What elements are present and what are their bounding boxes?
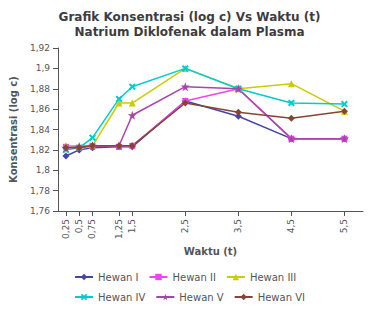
svg-text:Hewan I: Hewan I bbox=[98, 272, 138, 283]
svg-text:4,5: 4,5 bbox=[286, 219, 296, 233]
svg-text:Hewan III: Hewan III bbox=[250, 272, 296, 283]
svg-text:1,5: 1,5 bbox=[127, 219, 137, 233]
svg-text:5,5: 5,5 bbox=[339, 219, 349, 233]
svg-text:2,5: 2,5 bbox=[180, 219, 190, 233]
svg-text:Natrium Diklofenak dalam Plasm: Natrium Diklofenak dalam Plasma bbox=[74, 25, 304, 39]
svg-text:Hewan VI: Hewan VI bbox=[258, 292, 305, 303]
svg-text:0,75: 0,75 bbox=[87, 219, 97, 239]
svg-text:1,8: 1,8 bbox=[36, 165, 51, 175]
svg-text:0,25: 0,25 bbox=[61, 219, 71, 239]
svg-text:1,88: 1,88 bbox=[30, 84, 50, 94]
svg-text:1,78: 1,78 bbox=[30, 186, 50, 196]
svg-text:1,82: 1,82 bbox=[30, 145, 50, 155]
svg-text:1,84: 1,84 bbox=[30, 125, 50, 135]
svg-text:Waktu (t): Waktu (t) bbox=[184, 246, 237, 257]
svg-text:Hewan II: Hewan II bbox=[172, 272, 215, 283]
svg-text:Grafik Konsentrasi (log c) Vs: Grafik Konsentrasi (log c) Vs Waktu (t) bbox=[59, 10, 321, 24]
svg-text:Hewan IV: Hewan IV bbox=[98, 292, 145, 303]
svg-text:Hewan V: Hewan V bbox=[179, 292, 223, 303]
svg-text:1,92: 1,92 bbox=[30, 43, 50, 53]
svg-text:Konsentrasi (log c): Konsentrasi (log c) bbox=[8, 76, 19, 183]
svg-text:1,25: 1,25 bbox=[114, 219, 124, 239]
svg-text:3,5: 3,5 bbox=[233, 219, 243, 233]
svg-text:0,5: 0,5 bbox=[74, 219, 84, 233]
svg-text:1,9: 1,9 bbox=[36, 63, 51, 73]
svg-text:1,86: 1,86 bbox=[30, 104, 50, 114]
svg-text:1,76: 1,76 bbox=[30, 206, 50, 216]
